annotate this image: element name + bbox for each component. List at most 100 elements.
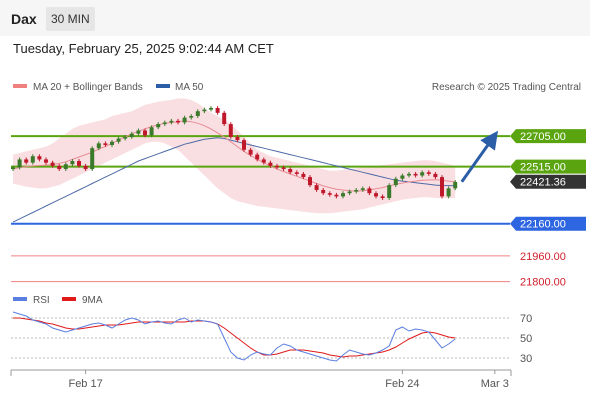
- candle-body: [83, 165, 88, 170]
- candle-body: [440, 177, 444, 197]
- candle-body: [400, 175, 405, 179]
- candle-body: [433, 173, 438, 178]
- candle-body: [314, 185, 319, 190]
- rsi-legend-label: RSI: [33, 295, 50, 306]
- candle-body: [242, 140, 246, 150]
- rsi-tick-label: 70: [520, 313, 532, 325]
- rsi-tick-label: 30: [520, 353, 532, 365]
- header-bar: Dax 30 MIN: [0, 0, 590, 36]
- bollinger-band: [13, 98, 456, 214]
- candle-body: [321, 189, 326, 194]
- candle-body: [327, 193, 332, 195]
- candle-body: [301, 173, 306, 178]
- candle-body: [387, 185, 392, 198]
- candle-body: [294, 172, 299, 174]
- price-label-text: 21800.00: [520, 277, 566, 289]
- ma20-line: [12, 120, 456, 192]
- candle-body: [255, 154, 260, 160]
- candle-body: [77, 161, 81, 166]
- candle-body: [209, 108, 213, 110]
- candle-body: [374, 193, 378, 197]
- candle-body: [281, 167, 286, 170]
- candle-body: [182, 117, 187, 123]
- symbol-label: Dax: [11, 11, 37, 27]
- candle-body: [308, 177, 312, 186]
- candle-body: [202, 109, 207, 112]
- rsi-legend-swatch: [13, 297, 27, 301]
- candle-body: [123, 136, 128, 139]
- candle-body: [24, 159, 29, 163]
- candle-body: [248, 149, 253, 155]
- ma50-line: [12, 137, 456, 223]
- resistance-2-price-label: 22705.00: [510, 129, 586, 144]
- ma20-legend-swatch: [13, 84, 27, 88]
- candle-body: [288, 169, 293, 173]
- candle-body: [44, 159, 48, 163]
- support-1-price-label: 21960.00: [520, 251, 566, 263]
- candle-body: [275, 165, 279, 168]
- rsi-ma-line: [13, 317, 456, 358]
- candle-body: [129, 133, 134, 137]
- candle-body: [347, 191, 352, 194]
- candle-body: [367, 188, 372, 194]
- candle-body: [30, 156, 35, 163]
- candle-body: [222, 112, 227, 125]
- rsi-line: [12, 311, 456, 362]
- candle-body: [90, 148, 95, 170]
- candle-body: [96, 143, 101, 149]
- resistance-1-price-label: 22515.00: [510, 159, 586, 174]
- ma50-legend-label: MA 50: [175, 82, 204, 93]
- candle-body: [162, 122, 167, 125]
- candle-body: [57, 165, 62, 170]
- candle-body: [420, 172, 425, 176]
- candle-body: [228, 124, 233, 137]
- candle-body: [446, 188, 451, 197]
- candle-body: [360, 188, 365, 190]
- pivot-price-label: 22160.00: [510, 216, 586, 231]
- rsi-ma-legend-label: 9MA: [82, 295, 103, 306]
- x-axis: Feb 17 Feb 24 Mar 3: [10, 369, 512, 390]
- x-tick-label: Mar 3: [481, 378, 509, 390]
- candle-body: [11, 167, 15, 170]
- candle-body: [149, 127, 154, 136]
- credit-label: Research © 2025 Trading Central: [432, 82, 581, 93]
- candle-body: [70, 161, 75, 165]
- forecast-arrow: [460, 130, 499, 183]
- candle-body: [261, 159, 266, 163]
- candle-body: [413, 173, 418, 176]
- price-label-text: 22705.00: [520, 131, 566, 143]
- x-tick-label: Feb 17: [68, 378, 102, 390]
- candle-body: [268, 162, 273, 166]
- candle-body: [63, 164, 68, 170]
- candle-body: [334, 194, 339, 197]
- candle-body: [426, 172, 431, 174]
- candle-body: [136, 130, 141, 134]
- candle-body: [393, 178, 398, 186]
- price-panel: 22705.00 22515.00 22421.36 22160.00 21960.00…: [11, 98, 586, 289]
- candle-body: [169, 120, 174, 123]
- candle-body: [195, 111, 200, 117]
- candle-body: [407, 173, 411, 176]
- x-tick-label: Feb 24: [385, 378, 419, 390]
- rsi-panel: 70 50 30: [11, 311, 532, 365]
- ma20-legend-label: MA 20 + Bollinger Bands: [33, 82, 143, 93]
- ma50-legend-swatch: [156, 84, 170, 88]
- timeframe-button[interactable]: 30 MIN: [46, 7, 95, 31]
- rsi-tick-label: 50: [520, 333, 532, 345]
- candle-body: [103, 143, 108, 145]
- support-2-price-label: 21800.00: [520, 277, 566, 289]
- candle-body: [37, 156, 42, 160]
- candle-body: [176, 120, 180, 123]
- candle-body: [50, 162, 55, 166]
- candle-body: [380, 196, 385, 198]
- price-label-text: 22515.00: [520, 162, 566, 174]
- candle-body: [354, 189, 359, 192]
- candle-body: [215, 108, 220, 113]
- candle-body: [453, 181, 458, 189]
- price-label-text: 21960.00: [520, 251, 566, 263]
- candle-body: [156, 124, 161, 128]
- candle-body: [116, 138, 121, 142]
- current-price-label: 22421.36: [510, 174, 586, 189]
